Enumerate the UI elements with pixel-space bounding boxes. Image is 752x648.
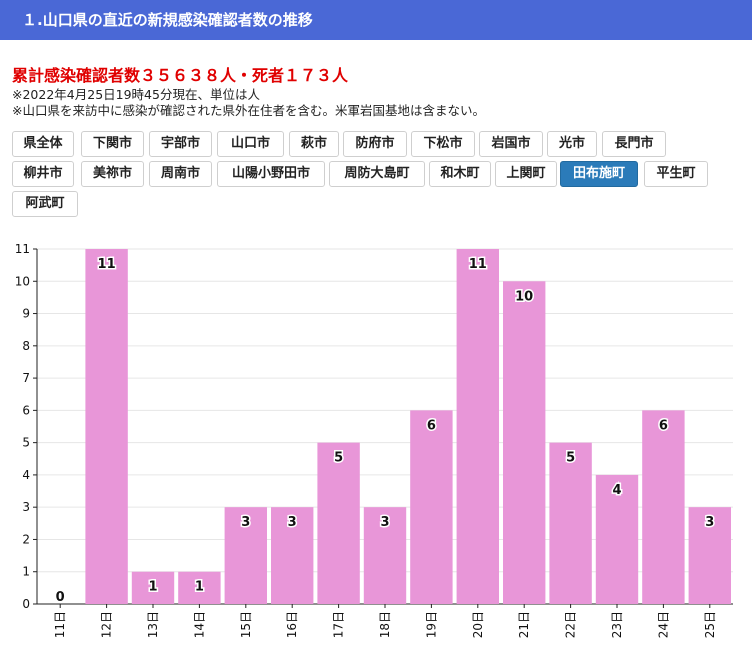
bar (131, 571, 175, 604)
x-tick-label: 21日 (517, 611, 531, 638)
x-tick-label: 25日 (703, 611, 717, 638)
y-tick-label: 1 (22, 565, 30, 579)
y-tick-label: 9 (22, 307, 30, 321)
x-tick-label: 19日 (424, 611, 438, 638)
cumulative-summary: 累計感染確認者数３５６３８人・死者１７３人 (12, 66, 349, 85)
region-button-6[interactable]: 下松市 (411, 131, 475, 157)
bar (549, 442, 592, 604)
data-label: 10 (515, 289, 533, 304)
data-label: 1 (148, 580, 157, 595)
data-label: 6 (659, 418, 668, 433)
region-button-1[interactable]: 下関市 (81, 131, 144, 157)
region-button-13[interactable]: 山陽小野田市 (217, 161, 325, 187)
region-button-0[interactable]: 県全体 (12, 131, 74, 157)
region-button-5[interactable]: 防府市 (343, 131, 407, 157)
region-button-2[interactable]: 宇部市 (149, 131, 212, 157)
data-label: 11 (469, 257, 487, 272)
scope-note: ※山口県を来訪中に感染が確認された県外在住者を含む。米軍岩国基地は含まない。 (12, 103, 485, 118)
y-tick-label: 6 (22, 403, 30, 417)
region-button-12[interactable]: 周南市 (149, 161, 212, 187)
x-tick-label: 24日 (656, 611, 670, 638)
data-label: 0 (56, 590, 65, 605)
y-tick-label: 10 (15, 274, 30, 288)
x-tick-label: 11日 (53, 611, 67, 638)
bar (224, 507, 267, 604)
y-tick-label: 2 (22, 532, 30, 546)
data-label: 1 (195, 580, 204, 595)
bar (688, 507, 731, 604)
bar (410, 410, 453, 604)
region-button-15[interactable]: 和木町 (429, 161, 491, 187)
y-tick-label: 8 (22, 339, 30, 353)
region-button-3[interactable]: 山口市 (217, 131, 284, 157)
bar (456, 249, 499, 604)
region-button-10[interactable]: 柳井市 (12, 161, 74, 187)
bar (595, 474, 639, 604)
y-tick-label: 5 (22, 436, 30, 450)
y-tick-label: 11 (15, 242, 30, 256)
data-label: 5 (334, 451, 343, 466)
bar (85, 249, 128, 604)
bar (363, 507, 407, 604)
y-tick-label: 0 (22, 597, 30, 611)
bar (642, 410, 685, 604)
y-tick-label: 7 (22, 371, 30, 385)
x-tick-label: 12日 (100, 611, 114, 638)
data-label: 3 (288, 515, 297, 530)
data-label: 5 (566, 451, 575, 466)
region-button-18[interactable]: 平生町 (644, 161, 708, 187)
x-tick-label: 16日 (285, 611, 299, 638)
x-tick-label: 23日 (610, 611, 624, 638)
x-tick-label: 18日 (378, 611, 392, 638)
data-label: 3 (705, 515, 714, 530)
x-tick-label: 22日 (564, 611, 578, 638)
region-button-11[interactable]: 美祢市 (81, 161, 144, 187)
data-label: 4 (612, 483, 621, 498)
y-tick-label: 4 (22, 468, 30, 482)
region-button-19[interactable]: 阿武町 (12, 191, 78, 217)
x-tick-label: 14日 (192, 611, 206, 638)
bar (503, 281, 546, 604)
y-tick-label: 3 (22, 500, 30, 514)
region-button-9[interactable]: 長門市 (602, 131, 666, 157)
bar (178, 571, 221, 604)
region-button-8[interactable]: 光市 (547, 131, 597, 157)
region-button-7[interactable]: 岩国市 (479, 131, 543, 157)
section-header: １.山口県の直近の新規感染確認者数の推移 (0, 0, 752, 40)
x-tick-label: 15日 (239, 611, 253, 638)
data-label: 11 (98, 257, 116, 272)
data-label: 3 (380, 515, 389, 530)
data-label: 3 (241, 515, 250, 530)
region-button-14[interactable]: 周防大島町 (329, 161, 425, 187)
x-tick-label: 13日 (146, 611, 160, 638)
timestamp-note: ※2022年4月25日19時45分現在、単位は人 (12, 87, 260, 102)
region-button-4[interactable]: 萩市 (289, 131, 339, 157)
bar (271, 507, 314, 604)
region-button-17[interactable]: 田布施町 (560, 161, 638, 187)
region-button-16[interactable]: 上関町 (495, 161, 557, 187)
bar (317, 442, 360, 604)
data-label: 6 (427, 418, 436, 433)
x-tick-label: 20日 (471, 611, 485, 638)
x-tick-label: 17日 (332, 611, 346, 638)
